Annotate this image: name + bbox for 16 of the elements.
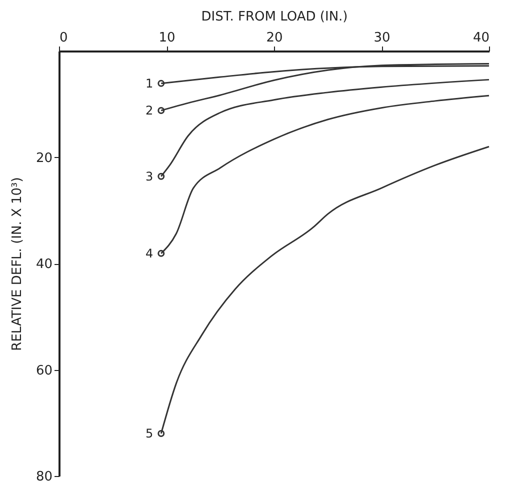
y-tick-label: 40 [36,257,52,272]
series-label: 5 [145,426,154,440]
x-tick-label: 20 [266,30,283,46]
x-tick-label: 40 [472,30,490,46]
y-tick-label: 20 [36,150,52,166]
series-label: 1 [145,76,154,90]
series-label: 2 [145,104,154,118]
x-axis-title: DIST. FROM LOAD (IN.) [201,10,348,24]
series-label: 3 [145,169,154,184]
y-tick-label: 60 [36,363,52,378]
y-axis-title: RELATIVE DEFL. (IN. X 10³) [10,177,25,351]
x-tick-label: 0 [60,30,68,46]
y-tick-label: 80 [36,470,52,484]
x-tick-label: 10 [158,30,176,46]
x-tick-label: 30 [374,30,390,46]
series-label: 4 [145,246,154,260]
